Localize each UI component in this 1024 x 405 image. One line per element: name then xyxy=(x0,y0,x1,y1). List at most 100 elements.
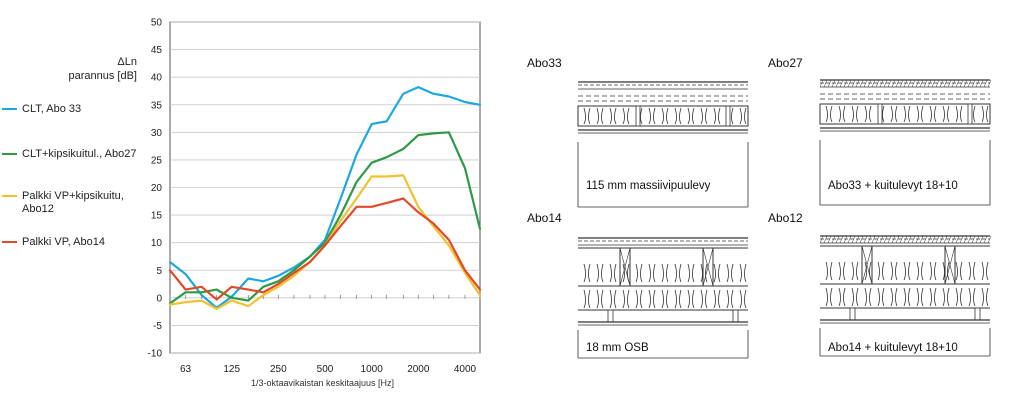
hatch-line xyxy=(971,79,976,88)
hatch-line xyxy=(839,79,844,88)
hatch-line xyxy=(847,79,852,88)
hatch-line xyxy=(871,235,876,244)
resilient-channel xyxy=(849,307,856,321)
hatch-line xyxy=(967,235,972,244)
hatch-line xyxy=(955,235,960,244)
y-tick-label: -5 xyxy=(153,321,162,332)
hatch-line xyxy=(983,235,988,244)
fibreboard-hatch xyxy=(819,235,992,244)
hatch-line xyxy=(883,79,888,88)
hatch-line xyxy=(939,79,944,88)
hatch-line xyxy=(919,79,924,88)
hatch-line xyxy=(899,235,904,244)
y-tick-label: 45 xyxy=(151,45,163,56)
joist-cross xyxy=(861,245,873,285)
hatch-line xyxy=(859,79,864,88)
insulation-waves xyxy=(825,287,989,307)
section-abo14 xyxy=(577,237,749,359)
hatch-line xyxy=(819,79,824,88)
hatch-line xyxy=(979,79,984,88)
hatch-line xyxy=(895,79,900,88)
hatch-line xyxy=(875,235,880,244)
hatch-line xyxy=(987,235,992,244)
hatch-line xyxy=(863,235,868,244)
hatch-line xyxy=(835,79,840,88)
hatch-line xyxy=(887,235,892,244)
hatch-line xyxy=(823,235,828,244)
y-axis-label: parannus [dB] xyxy=(68,70,138,82)
hatch-line xyxy=(867,235,872,244)
hatch-line xyxy=(907,235,912,244)
batten xyxy=(725,105,731,127)
hatch-line xyxy=(955,79,960,88)
joist-cross xyxy=(702,247,714,287)
y-tick-label: 15 xyxy=(151,211,163,222)
hatch-line xyxy=(963,235,968,244)
hatch-line xyxy=(931,79,936,88)
section-abo27 xyxy=(819,79,992,206)
legend-swatch xyxy=(2,195,17,197)
legend-swatch xyxy=(2,108,17,110)
batten xyxy=(877,103,883,125)
series-line-1 xyxy=(168,131,482,305)
detail-caption-abo12: Abo14 + kuitulevyt 18+10 xyxy=(828,342,958,354)
x-tick-label: 2000 xyxy=(407,364,430,375)
y-tick-label: 25 xyxy=(151,155,163,166)
hatch-line xyxy=(847,235,852,244)
hatch-line xyxy=(923,79,928,88)
detail-title-abo14: Abo14 xyxy=(527,211,562,225)
insulation-waves xyxy=(583,263,747,283)
series-group xyxy=(168,85,482,310)
hatch-line xyxy=(947,79,952,88)
y-tick-label: 0 xyxy=(156,293,162,304)
clt-slab xyxy=(577,105,749,127)
hatch-line xyxy=(831,79,836,88)
hatch-line xyxy=(951,79,956,88)
section-abo33 xyxy=(577,81,749,208)
hatch-line xyxy=(899,79,904,88)
y-tick-label: 40 xyxy=(151,73,163,84)
fibreboard-hatch xyxy=(819,79,992,88)
hatch-line xyxy=(947,235,952,244)
batten xyxy=(635,105,641,127)
hatch-line xyxy=(919,235,924,244)
hatch-line xyxy=(823,79,828,88)
hatch-line xyxy=(903,79,908,88)
detail-caption-abo33: 115 mm massiivipuulevy xyxy=(586,180,711,192)
gridlines xyxy=(169,21,481,354)
hatch-line xyxy=(871,79,876,88)
insulation-waves xyxy=(825,105,989,123)
detail-caption-abo27: Abo33 + kuitulevyt 18+10 xyxy=(828,180,958,192)
x-axis-ticks: 63 125 250 500 1000 2000 4000 xyxy=(180,364,477,375)
hatch-line xyxy=(819,235,824,244)
hatch-line xyxy=(951,235,956,244)
hatch-line xyxy=(927,79,932,88)
legend-item-abo12: Palkki VP+kipsikuitu, Abo12 xyxy=(2,190,132,216)
hatch-line xyxy=(831,235,836,244)
legend-item-abo33: CLT, Abo 33 xyxy=(2,103,81,116)
hatch-line xyxy=(907,79,912,88)
hatch-line xyxy=(843,79,848,88)
hatch-line xyxy=(875,79,880,88)
hatch-line xyxy=(967,79,972,88)
hatch-line xyxy=(911,79,916,88)
hatch-line xyxy=(959,235,964,244)
x-tick-label: 4000 xyxy=(454,364,477,375)
y-axis-ticks: -10 -5 0 5 10 15 20 25 30 35 40 45 50 xyxy=(148,18,163,360)
insulation-waves xyxy=(583,289,747,309)
joist-cross xyxy=(619,247,631,287)
hatch-line xyxy=(903,235,908,244)
hatch-line xyxy=(839,235,844,244)
y-tick-label: 20 xyxy=(151,183,163,194)
detail-caption-abo14: 18 mm OSB xyxy=(586,342,649,354)
hatch-line xyxy=(867,79,872,88)
y-tick-label: 10 xyxy=(151,238,163,249)
y-tick-label: 35 xyxy=(151,100,163,111)
section-abo12 xyxy=(819,235,992,357)
legend-swatch xyxy=(2,241,17,243)
hatch-line xyxy=(959,79,964,88)
hatch-line xyxy=(935,79,940,88)
hatch-line xyxy=(879,235,884,244)
x-tick-label: 63 xyxy=(180,364,192,375)
hatch-line xyxy=(883,235,888,244)
